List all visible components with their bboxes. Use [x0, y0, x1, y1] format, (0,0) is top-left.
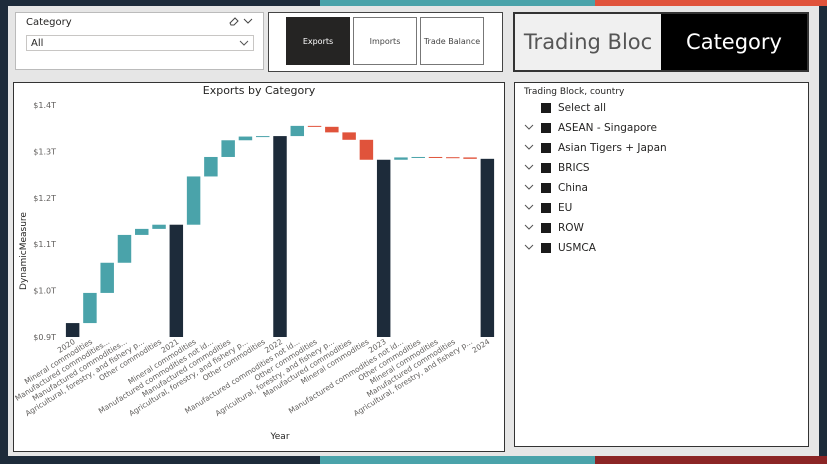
increase-bar[interactable] [394, 157, 408, 160]
checkbox[interactable] [541, 183, 551, 193]
legend-item[interactable]: EU [524, 199, 572, 217]
increase-bar[interactable] [186, 176, 201, 225]
decrease-bar[interactable] [428, 156, 443, 158]
chevron-down-icon[interactable] [524, 223, 538, 234]
decrease-bar[interactable] [325, 126, 339, 133]
checkbox[interactable] [541, 163, 551, 173]
decrease-bar[interactable] [446, 157, 460, 159]
slicer-title: Category [26, 17, 72, 28]
checkbox[interactable] [541, 143, 551, 153]
legend-item-label: ASEAN - Singapore [558, 122, 657, 134]
trade-balance-button[interactable]: Trade Balance [420, 17, 484, 65]
mode-toggle: Trading Bloc Category [513, 12, 809, 72]
legend-item[interactable]: USMCA [524, 239, 596, 257]
legend-item-label: China [558, 182, 588, 194]
checkbox[interactable] [541, 123, 551, 133]
chevron-down-icon[interactable] [524, 183, 538, 194]
increase-bar[interactable] [204, 156, 218, 177]
legend-item[interactable]: Asian Tigers + Japan [524, 139, 667, 157]
waterfall-chart-svg: $0.9T$1.0T$1.1T$1.2T$1.3T$1.4T 2020Miner… [14, 101, 495, 442]
y-tick-label: $1.3T [33, 147, 56, 156]
chevron-down-icon[interactable] [524, 123, 538, 134]
y-tick-label: $0.9T [33, 333, 56, 342]
increase-bar[interactable] [135, 228, 149, 235]
increase-bar[interactable] [290, 125, 305, 137]
exports-button[interactable]: Exports [286, 17, 350, 65]
slicer-header: Trading Block, country [524, 87, 625, 97]
checkbox[interactable] [541, 103, 551, 113]
x-tick-label: 2024 [470, 337, 491, 355]
total-bar[interactable] [273, 136, 287, 337]
increase-bar[interactable] [100, 262, 114, 293]
increase-bar[interactable] [83, 292, 97, 324]
total-bar[interactable] [65, 323, 80, 337]
exports-chart: Exports by Category $0.9T $1.0T $1.1T $1.2T… [13, 82, 505, 452]
checkbox[interactable] [541, 223, 551, 233]
category-dropdown-value: All [31, 38, 44, 49]
trading-bloc-toggle[interactable]: Trading Bloc [515, 14, 661, 70]
legend-item-label: ROW [558, 222, 584, 234]
chart-title: Exports by Category [202, 84, 316, 97]
checkbox[interactable] [541, 203, 551, 213]
increase-bar[interactable] [221, 140, 235, 157]
increase-bar[interactable] [152, 224, 166, 229]
legend-item-label: Select all [558, 102, 606, 114]
top-accent-bar [0, 0, 827, 6]
y-tick-label: $1.1T [33, 240, 56, 249]
category-toggle[interactable]: Category [661, 14, 807, 70]
category-slicer: Category All [15, 12, 264, 70]
chevron-down-icon[interactable] [524, 203, 538, 214]
category-dropdown[interactable]: All [26, 35, 254, 51]
legend-item[interactable]: China [524, 179, 588, 197]
select-all-item[interactable]: Select all [524, 99, 606, 117]
eraser-icon[interactable] [228, 16, 240, 26]
dropdown-chevron-icon [239, 40, 249, 46]
legend-item-label: Asian Tigers + Japan [558, 142, 667, 154]
total-bar[interactable] [169, 224, 184, 337]
chevron-down-icon[interactable] [524, 163, 538, 174]
legend-item[interactable]: ASEAN - Singapore [524, 119, 657, 137]
increase-bar[interactable] [117, 234, 132, 263]
decrease-bar[interactable] [359, 139, 374, 160]
view-button-group: Exports Imports Trade Balance [268, 12, 503, 72]
legend-item[interactable]: BRICS [524, 159, 590, 177]
legend-item-label: EU [558, 202, 573, 214]
y-tick-label: $1.2T [33, 194, 56, 203]
total-bar[interactable] [480, 158, 495, 337]
report-canvas: Category All Exports Imports Trade Balan… [8, 6, 819, 456]
decrease-bar[interactable] [342, 132, 356, 140]
imports-button[interactable]: Imports [353, 17, 417, 65]
increase-bar[interactable] [238, 136, 253, 141]
chevron-down-icon[interactable] [524, 243, 538, 254]
decrease-bar[interactable] [307, 125, 322, 127]
legend-item-label: BRICS [558, 162, 590, 174]
y-tick-label: $1.0T [33, 287, 56, 296]
decrease-bar[interactable] [463, 157, 477, 159]
y-axis-label: DynamicMeasure [19, 212, 29, 290]
chevron-down-icon[interactable] [243, 16, 253, 26]
y-tick-label: $1.4T [33, 101, 56, 110]
legend-item[interactable]: ROW [524, 219, 584, 237]
increase-bar[interactable] [411, 156, 425, 158]
chevron-down-icon[interactable] [524, 143, 538, 154]
trading-block-slicer: Trading Block, country Select all ASEAN -… [514, 82, 809, 447]
legend-item-label: USMCA [558, 242, 596, 254]
increase-bar[interactable] [255, 136, 270, 138]
bottom-accent-bar [0, 456, 827, 464]
x-axis-label: Year [269, 432, 289, 442]
total-bar[interactable] [376, 159, 391, 337]
checkbox[interactable] [541, 243, 551, 253]
